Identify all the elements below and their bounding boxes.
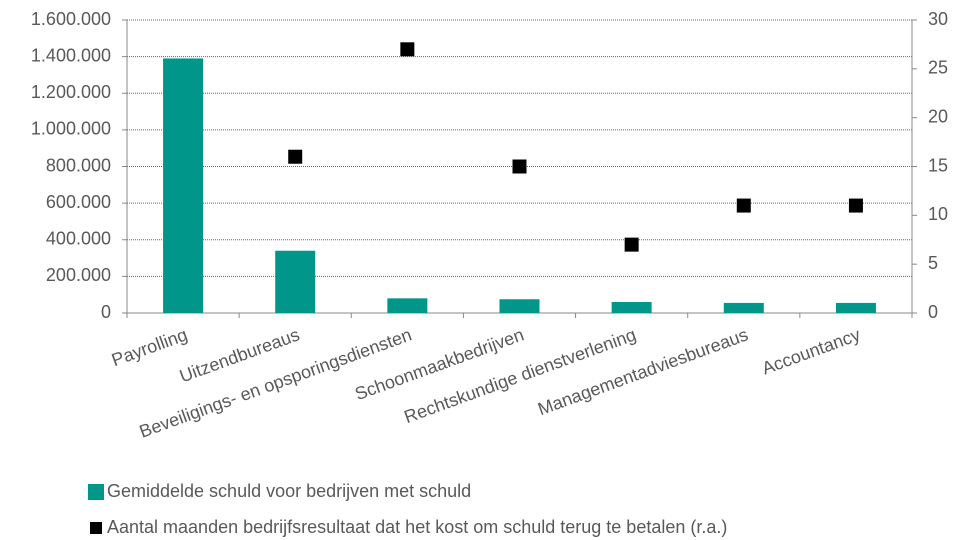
y2-tick-label: 10	[928, 204, 948, 224]
bar	[723, 302, 764, 313]
y2-tick-label: 30	[928, 9, 948, 29]
y-tick-label: 1.400.000	[31, 45, 111, 65]
x-tick-label: Managementadviesbureaus	[535, 324, 751, 419]
legend-label: Aantal maanden bedrijfsresultaat dat het…	[107, 517, 727, 537]
legend-swatch	[88, 484, 104, 500]
y2-tick-label: 0	[928, 302, 938, 322]
bar	[835, 302, 876, 313]
x-tick-label: Accountancy	[759, 324, 863, 378]
y2-tick-label: 5	[928, 253, 938, 273]
square-marker	[624, 237, 639, 252]
x-tick-label: Payrolling	[109, 324, 190, 370]
y-tick-label: 400.000	[46, 229, 111, 249]
y-tick-label: 1.600.000	[31, 9, 111, 29]
bar	[499, 299, 540, 313]
square-marker	[400, 42, 415, 57]
legend-label: Gemiddelde schuld voor bedrijven met sch…	[107, 481, 471, 501]
bar	[387, 298, 428, 313]
y-tick-label: 1.200.000	[31, 82, 111, 102]
y-tick-label: 600.000	[46, 192, 111, 212]
bar	[611, 302, 652, 313]
y-tick-label: 0	[101, 302, 111, 322]
y2-tick-label: 15	[928, 155, 948, 175]
square-marker	[736, 198, 751, 213]
bar	[163, 58, 204, 313]
square-marker	[288, 149, 303, 164]
legend-swatch	[90, 522, 102, 534]
y-tick-label: 800.000	[46, 155, 111, 175]
bar	[275, 250, 316, 313]
y2-tick-label: 25	[928, 58, 948, 78]
y-tick-label: 200.000	[46, 265, 111, 285]
y-tick-label: 1.000.000	[31, 119, 111, 139]
square-marker	[512, 159, 527, 174]
square-marker	[848, 198, 863, 213]
y2-tick-label: 20	[928, 106, 948, 126]
